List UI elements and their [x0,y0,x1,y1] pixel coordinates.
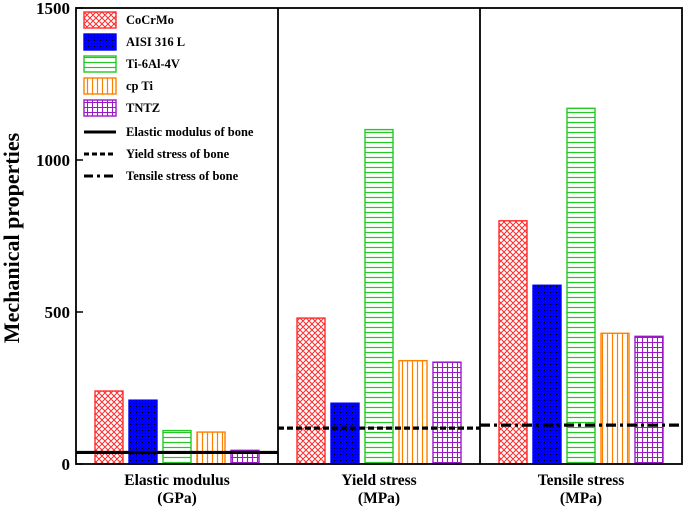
legend-swatch [83,99,117,117]
bar-cp-ti-0 [196,431,226,465]
bone-reference-lines [76,423,682,455]
category-label: Tensile stress [538,472,625,489]
y-axis-ticks: 0 500 1000 1500 [36,0,83,474]
bar-aisi-316-l-2 [532,284,562,465]
legend-swatch [83,11,117,29]
category-unit-label: (MPa) [358,490,400,507]
y-tick-label: 500 [45,303,71,322]
bar-aisi-316-l-1 [330,402,360,465]
legend-label: Ti-6Al-4V [126,57,180,71]
legend-label: AISI 316 L [126,35,185,49]
category-labels: Elastic modulus(GPa)Yield stress(MPa)Ten… [124,472,624,507]
y-tick-label: 1500 [36,0,70,18]
legend-label: cp Ti [126,79,154,93]
category-unit-label: (MPa) [560,490,602,507]
legend-swatch [83,77,117,95]
bar-tntz-2 [634,335,664,465]
bar-ti-6al-4v-0 [162,429,192,465]
category-label: Yield stress [341,472,416,489]
legend-swatch [83,55,117,73]
bar-tntz-1 [432,361,462,465]
category-unit-label: (GPa) [157,490,197,507]
bar-cocrmo-1 [296,317,326,465]
plot-frame [75,7,683,465]
legend-label: Tensile stress of bone [126,169,239,183]
legend-label: TNTZ [126,101,160,115]
bar-aisi-316-l-0 [128,399,158,465]
legend-label: CoCrMo [126,13,174,27]
bars [94,107,664,465]
y-tick-label: 1000 [36,151,70,170]
y-axis-label: Mechanical properties [0,132,24,343]
bar-ti-6al-4v-1 [364,128,394,465]
y-tick-label: 0 [62,455,71,474]
category-label: Elastic modulus [124,472,230,489]
bar-cocrmo-2 [498,220,528,465]
legend: CoCrMo AISI 316 L Ti-6Al-4V cp Ti TNTZ Elasti… [83,11,254,183]
bar-cp-ti-2 [600,332,630,465]
legend-label: Yield stress of bone [126,147,230,161]
bar-cp-ti-1 [398,359,428,465]
plot-border [75,7,683,465]
legend-swatch [83,33,117,51]
legend-label: Elastic modulus of bone [126,125,254,139]
bar-ti-6al-4v-2 [566,107,596,465]
